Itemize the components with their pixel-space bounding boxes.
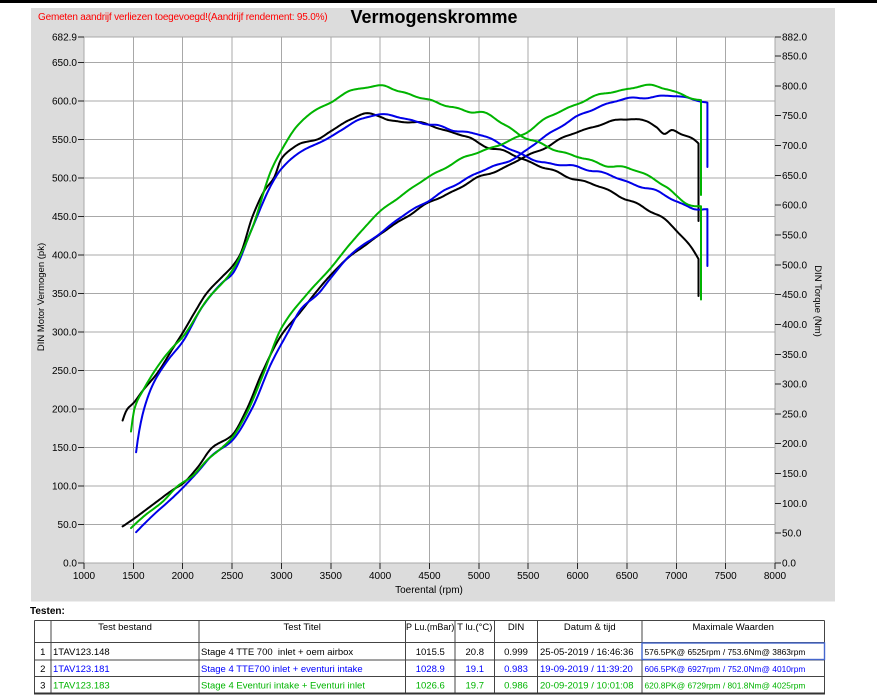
svg-text:600.0: 600.0	[52, 96, 77, 107]
svg-text:500.0: 500.0	[52, 173, 77, 184]
svg-text:0.986: 0.986	[504, 680, 528, 691]
svg-text:5000: 5000	[468, 571, 491, 582]
svg-text:882.0: 882.0	[782, 33, 807, 44]
svg-text:200.0: 200.0	[782, 439, 807, 450]
svg-text:Stage 4 Eventuri intake + Even: Stage 4 Eventuri intake + Eventuri inlet	[201, 680, 365, 691]
svg-text:1026.6: 1026.6	[416, 680, 445, 691]
svg-text:19.1: 19.1	[466, 664, 485, 675]
svg-text:150.0: 150.0	[52, 443, 77, 454]
svg-text:400.0: 400.0	[52, 250, 77, 261]
svg-text:3: 3	[40, 680, 45, 691]
svg-text:700.0: 700.0	[782, 141, 807, 152]
svg-text:DIN: DIN	[508, 622, 525, 633]
svg-text:650.0: 650.0	[52, 58, 77, 69]
svg-text:1TAV123.148: 1TAV123.148	[53, 647, 110, 658]
svg-text:Test Titel: Test Titel	[283, 622, 321, 633]
svg-text:4000: 4000	[369, 571, 392, 582]
svg-text:850.0: 850.0	[782, 52, 807, 63]
svg-text:5500: 5500	[517, 571, 540, 582]
svg-text:20.8: 20.8	[466, 647, 485, 658]
svg-text:0.999: 0.999	[504, 647, 528, 658]
svg-text:Stage 4 TTE700 inlet + eventur: Stage 4 TTE700 inlet + eventuri intake	[201, 664, 363, 675]
svg-text:350.0: 350.0	[52, 289, 77, 300]
svg-text:6000: 6000	[566, 571, 589, 582]
svg-text:300.0: 300.0	[782, 380, 807, 391]
svg-text:7500: 7500	[714, 571, 737, 582]
svg-text:750.0: 750.0	[782, 111, 807, 122]
svg-text:100.0: 100.0	[52, 482, 77, 493]
svg-text:0.0: 0.0	[63, 559, 77, 570]
svg-text:50.0: 50.0	[58, 520, 78, 531]
svg-text:20-09-2019 / 10:01:08: 20-09-2019 / 10:01:08	[540, 680, 634, 691]
svg-text:T lu.(°C): T lu.(°C)	[457, 622, 492, 633]
svg-text:2500: 2500	[221, 571, 244, 582]
svg-text:8000: 8000	[764, 571, 787, 582]
svg-text:2: 2	[40, 664, 45, 675]
svg-text:1500: 1500	[122, 571, 145, 582]
svg-text:7000: 7000	[665, 571, 688, 582]
svg-text:Maximale Waarden: Maximale Waarden	[692, 622, 773, 633]
svg-text:1028.9: 1028.9	[416, 664, 445, 675]
svg-text:450.0: 450.0	[52, 212, 77, 223]
svg-text:50.0: 50.0	[782, 529, 802, 540]
svg-text:250.0: 250.0	[782, 409, 807, 420]
svg-text:550.0: 550.0	[52, 135, 77, 146]
svg-text:Toerental (rpm): Toerental (rpm)	[395, 585, 463, 596]
svg-text:DIN Torque (Nm): DIN Torque (Nm)	[812, 265, 823, 337]
svg-text:576.5PK@ 6525rpm / 753.6Nm@ 38: 576.5PK@ 6525rpm / 753.6Nm@ 3863rpm	[645, 647, 806, 657]
svg-text:0.0: 0.0	[782, 559, 796, 570]
svg-text:682.9: 682.9	[52, 33, 77, 44]
svg-text:Test bestand: Test bestand	[98, 622, 152, 633]
svg-text:Stage 4 TTE 700 inlet + oem a: Stage 4 TTE 700 inlet + oem airbox	[201, 647, 353, 658]
svg-text:3500: 3500	[320, 571, 343, 582]
svg-text:Datum & tijd: Datum & tijd	[564, 622, 616, 633]
svg-text:Gemeten aandrijf verliezen toe: Gemeten aandrijf verliezen toegevoegd!(A…	[38, 12, 327, 23]
svg-text:1: 1	[40, 647, 45, 658]
svg-text:100.0: 100.0	[782, 499, 807, 510]
svg-text:4500: 4500	[418, 571, 441, 582]
svg-text:1TAV123.181: 1TAV123.181	[53, 664, 110, 675]
svg-text:6500: 6500	[616, 571, 639, 582]
svg-text:19-09-2019 / 11:39:20: 19-09-2019 / 11:39:20	[540, 664, 633, 675]
svg-text:Testen:: Testen:	[30, 606, 65, 617]
svg-text:25-05-2019 / 16:46:36: 25-05-2019 / 16:46:36	[540, 647, 634, 658]
svg-text:2000: 2000	[172, 571, 195, 582]
svg-text:250.0: 250.0	[52, 366, 77, 377]
svg-text:300.0: 300.0	[52, 327, 77, 338]
svg-text:1015.5: 1015.5	[416, 647, 445, 658]
svg-text:606.5PK@ 6927rpm / 752.0Nm@ 40: 606.5PK@ 6927rpm / 752.0Nm@ 4010rpm	[645, 664, 806, 674]
svg-text:550.0: 550.0	[782, 231, 807, 242]
svg-text:1000: 1000	[73, 571, 96, 582]
svg-text:DIN Motor Vermogen (pk): DIN Motor Vermogen (pk)	[36, 243, 47, 351]
svg-text:650.0: 650.0	[782, 171, 807, 182]
svg-text:450.0: 450.0	[782, 290, 807, 301]
svg-text:1TAV123.183: 1TAV123.183	[53, 680, 110, 691]
svg-text:Vermogenskromme: Vermogenskromme	[350, 7, 517, 27]
svg-text:620.8PK@ 6729rpm / 801.8Nm@ 40: 620.8PK@ 6729rpm / 801.8Nm@ 4025rpm	[645, 680, 806, 690]
svg-text:400.0: 400.0	[782, 320, 807, 331]
svg-text:800.0: 800.0	[782, 81, 807, 92]
svg-text:19.7: 19.7	[466, 680, 485, 691]
svg-text:200.0: 200.0	[52, 405, 77, 416]
svg-text:350.0: 350.0	[782, 350, 807, 361]
svg-text:600.0: 600.0	[782, 201, 807, 212]
svg-text:3000: 3000	[270, 571, 293, 582]
svg-text:150.0: 150.0	[782, 469, 807, 480]
svg-text:500.0: 500.0	[782, 260, 807, 271]
svg-text:P Lu.(mBar): P Lu.(mBar)	[406, 622, 454, 632]
svg-text:0.983: 0.983	[504, 664, 528, 675]
